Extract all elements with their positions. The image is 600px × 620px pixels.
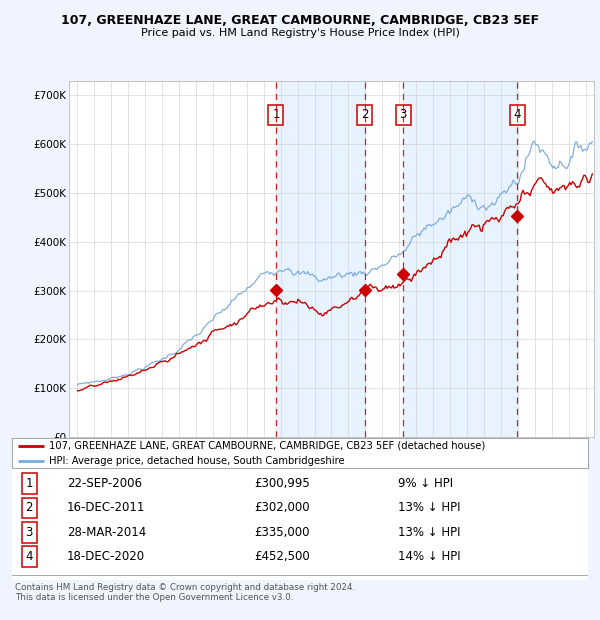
- Text: Contains HM Land Registry data © Crown copyright and database right 2024.
This d: Contains HM Land Registry data © Crown c…: [15, 583, 355, 602]
- Text: 18-DEC-2020: 18-DEC-2020: [67, 550, 145, 563]
- Text: 9% ↓ HPI: 9% ↓ HPI: [398, 477, 453, 490]
- Text: 4: 4: [514, 108, 521, 122]
- Text: Price paid vs. HM Land Registry's House Price Index (HPI): Price paid vs. HM Land Registry's House …: [140, 28, 460, 38]
- Text: 2: 2: [361, 108, 368, 122]
- Text: 3: 3: [26, 526, 33, 539]
- Text: 13% ↓ HPI: 13% ↓ HPI: [398, 502, 460, 515]
- Text: HPI: Average price, detached house, South Cambridgeshire: HPI: Average price, detached house, Sout…: [49, 456, 345, 466]
- Text: 1: 1: [272, 108, 280, 122]
- Text: 22-SEP-2006: 22-SEP-2006: [67, 477, 142, 490]
- Bar: [403, 81, 517, 437]
- Text: 107, GREENHAZE LANE, GREAT CAMBOURNE, CAMBRIDGE, CB23 5EF: 107, GREENHAZE LANE, GREAT CAMBOURNE, CA…: [61, 14, 539, 27]
- Text: 16-DEC-2011: 16-DEC-2011: [67, 502, 145, 515]
- Text: £452,500: £452,500: [254, 550, 310, 563]
- Text: 3: 3: [400, 108, 407, 122]
- Text: 2: 2: [26, 502, 33, 515]
- Text: £300,995: £300,995: [254, 477, 310, 490]
- Text: 14% ↓ HPI: 14% ↓ HPI: [398, 550, 461, 563]
- Bar: [276, 81, 365, 437]
- Text: £302,000: £302,000: [254, 502, 310, 515]
- Text: 28-MAR-2014: 28-MAR-2014: [67, 526, 146, 539]
- Text: £335,000: £335,000: [254, 526, 310, 539]
- Text: 4: 4: [26, 550, 33, 563]
- Text: 13% ↓ HPI: 13% ↓ HPI: [398, 526, 460, 539]
- Text: 107, GREENHAZE LANE, GREAT CAMBOURNE, CAMBRIDGE, CB23 5EF (detached house): 107, GREENHAZE LANE, GREAT CAMBOURNE, CA…: [49, 441, 485, 451]
- Text: 1: 1: [26, 477, 33, 490]
